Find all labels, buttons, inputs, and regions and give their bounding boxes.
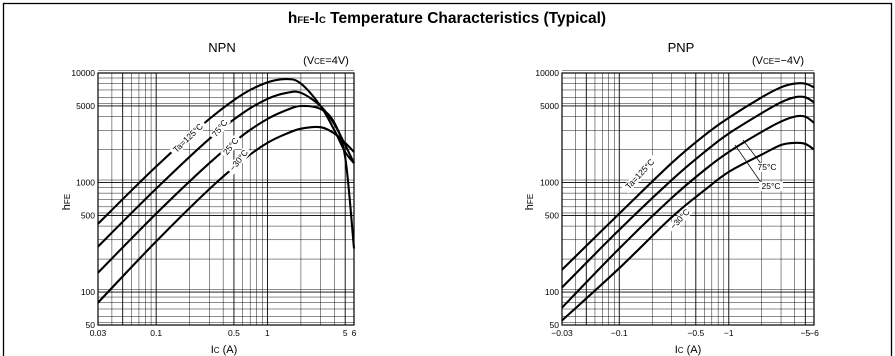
y-tick-label: 100: [545, 287, 559, 297]
x-axis-label: IC (A): [211, 344, 238, 356]
y-tick-label: 100: [81, 287, 95, 297]
y-tick-label: 500: [545, 210, 559, 220]
x-tick-label: −6: [809, 328, 819, 338]
npn-chart: NPN (VCE=4V) Ta=125°C 75°C25°C−30°C 0.03 0…: [61, 40, 357, 356]
plot-area: [97, 72, 355, 326]
label-leader: [734, 144, 763, 185]
series-label-bg: [220, 134, 242, 159]
series-line: [561, 141, 815, 322]
pnp-chart: PNP (VCE=−4V) Ta=125°C 75°C25°C−30°C −0.0…: [524, 40, 819, 356]
series-label-bg: [169, 119, 208, 157]
y-tick-label: 500: [81, 210, 95, 220]
series-line: [561, 95, 815, 289]
y-tick-label: 10000: [71, 68, 95, 78]
x-tick-label: −0.03: [551, 328, 573, 338]
series-label: 25°C: [762, 181, 781, 191]
series-label-bg: [226, 146, 252, 175]
x-tick-label: −0.1: [611, 328, 628, 338]
figure-title: hFE-IC Temperature Characteristics (Typi…: [288, 10, 606, 27]
y-tick-label: 50: [550, 320, 560, 330]
y-tick-label: 1000: [540, 178, 559, 188]
series-label-bg: [209, 116, 231, 141]
x-axis-label: IC (A): [675, 344, 702, 356]
y-tick-label: 5000: [76, 101, 95, 111]
series-label-bg: [666, 205, 694, 233]
y-axis-label: hFE: [61, 194, 73, 210]
x-tick-label: 0.03: [90, 328, 107, 338]
plot-area: [561, 72, 815, 326]
x-tick-label: 6: [352, 328, 357, 338]
series-line: [561, 82, 815, 271]
series-line: [561, 114, 815, 309]
chart-title: PNP: [668, 40, 695, 55]
x-tick-label: −0.5: [687, 328, 704, 338]
x-tick-label: 0.1: [150, 328, 162, 338]
label-leader: [742, 139, 763, 166]
x-tick-label: 5: [343, 328, 348, 338]
series-line: [97, 125, 355, 304]
chart-title: NPN: [208, 40, 235, 55]
x-tick-label: −5: [800, 328, 810, 338]
series-label: Ta=125°C: [623, 157, 656, 191]
x-tick-label: 0.5: [228, 328, 240, 338]
y-tick-label: 1000: [76, 178, 95, 188]
series-label: 75°C: [758, 162, 777, 172]
y-tick-label: 5000: [540, 101, 559, 111]
x-tick-label: 1: [265, 328, 270, 338]
series-label-bg: [621, 155, 659, 194]
series-label-bg: [759, 182, 783, 191]
series-label-bg: [755, 163, 779, 172]
chart-condition: (VCE=4V): [303, 55, 349, 67]
y-tick-label: 10000: [535, 68, 559, 78]
chart-condition: (VCE=−4V): [752, 55, 804, 67]
series-line: [97, 90, 355, 248]
y-axis-label: hFE: [524, 194, 536, 210]
x-tick-label: −1: [724, 328, 734, 338]
y-tick-label: 50: [86, 320, 96, 330]
series-line: [97, 104, 356, 274]
